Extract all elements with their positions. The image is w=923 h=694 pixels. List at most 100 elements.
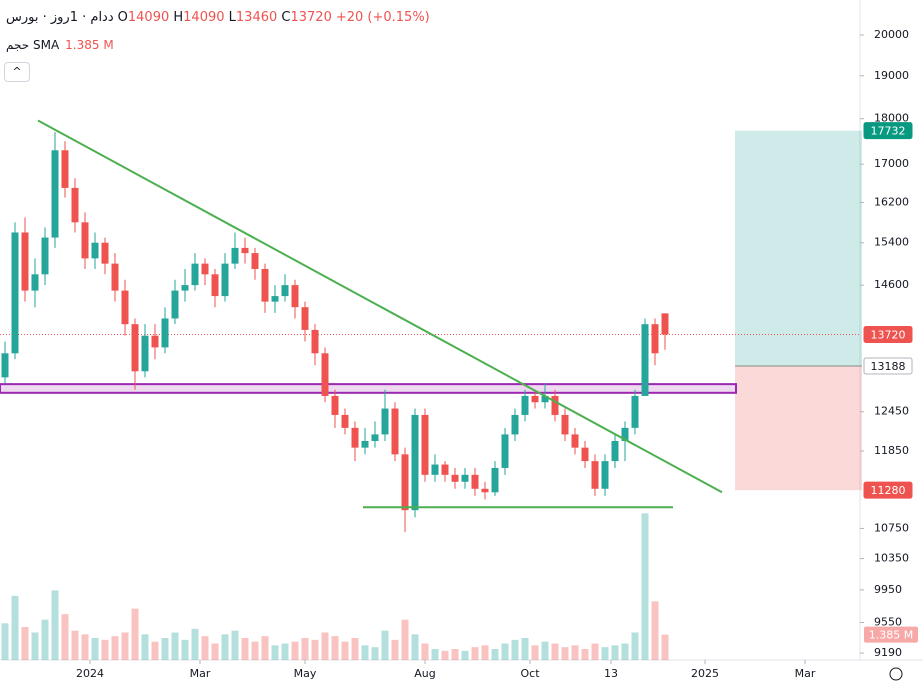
- y-tick-label: 18000: [874, 112, 909, 125]
- candle-body: [431, 464, 439, 475]
- y-tick-label: 10750: [874, 521, 909, 534]
- volume-bar: [601, 647, 609, 660]
- ohlc: O14090 H14090 L13460 C13720: [118, 10, 332, 25]
- candle-body: [461, 474, 469, 482]
- volume-bar: [631, 632, 639, 660]
- candle-body: [511, 414, 519, 435]
- candle-body: [231, 247, 239, 264]
- candle-body: [221, 263, 229, 297]
- candle-body: [621, 427, 629, 442]
- y-tick-label: 12450: [874, 405, 909, 418]
- ohlc-value: 13720: [290, 10, 332, 25]
- candle-body: [191, 263, 199, 286]
- volume-bar: [11, 595, 19, 660]
- candle-body: [71, 187, 79, 223]
- y-tick-label: 9950: [874, 583, 902, 596]
- volume-bar: [411, 634, 419, 660]
- volume-bar: [281, 643, 289, 660]
- candle-body: [651, 324, 659, 354]
- y-tick-label: 9550: [874, 616, 902, 629]
- candle-body: [611, 441, 619, 462]
- candle-body: [251, 253, 259, 269]
- candle-body: [81, 222, 89, 259]
- settings-icon[interactable]: [889, 667, 903, 681]
- x-tick-label: 13: [604, 667, 618, 680]
- volume-bar: [641, 513, 649, 660]
- volume-bar: [651, 601, 659, 660]
- candle-body: [61, 150, 69, 188]
- candle-body: [31, 274, 39, 291]
- candle-body: [501, 434, 509, 468]
- volume-bar: [311, 639, 319, 660]
- volume-bar: [321, 632, 329, 660]
- ohlc-value: 14090: [127, 10, 170, 25]
- background-layer: [735, 130, 862, 491]
- ohlc-label: C: [281, 10, 291, 25]
- candle-body: [411, 414, 419, 511]
- candle-body: [331, 395, 339, 415]
- stop-label-bg: [863, 481, 913, 499]
- volume-label: حجم SMA: [6, 38, 60, 52]
- ohlc-label: L: [228, 10, 236, 25]
- y-tick-label: 11850: [874, 444, 909, 457]
- candle-body: [631, 395, 639, 428]
- volume-value: 1.385 M: [65, 38, 114, 52]
- volume-bar: [661, 634, 669, 660]
- candle-body: [491, 467, 499, 493]
- entry-label-bg: [863, 357, 913, 375]
- ohlc-label: H: [173, 10, 184, 25]
- candle-body: [451, 474, 459, 482]
- target-zone: [735, 130, 862, 366]
- volume-bar: [391, 639, 399, 660]
- volume-bar: [451, 649, 459, 660]
- trendline: [37, 119, 723, 494]
- volume-bar: [401, 619, 409, 660]
- legend-header: ددام · 1روز · بورس O14090 H14090 L13460 …: [6, 10, 430, 25]
- volume-axis-label: 1.385 M: [869, 629, 913, 642]
- y-tick-label: 20000: [874, 28, 909, 41]
- volume-bar: [91, 638, 99, 660]
- volume-bar: [191, 628, 199, 660]
- volume-bar: [301, 638, 309, 660]
- support-zone: [0, 383, 737, 394]
- volume-bar: [161, 638, 169, 660]
- candle-body: [541, 395, 549, 403]
- collapse-button[interactable]: ^: [4, 62, 30, 82]
- volume-bar: [131, 608, 139, 660]
- candle-body: [341, 414, 349, 428]
- candle-body: [351, 427, 359, 448]
- candle-body: [571, 434, 579, 448]
- entry-label: 13188: [871, 360, 906, 373]
- x-tick-label: 2025: [691, 667, 719, 680]
- volume-bar: [251, 641, 259, 660]
- volume-bar: [201, 636, 209, 660]
- volume-bar: [501, 643, 509, 660]
- volume-bar: [571, 645, 579, 660]
- volume-bar: [181, 639, 189, 660]
- y-tick-label: 10350: [874, 552, 909, 565]
- candle-body: [201, 263, 209, 275]
- candle-body: [301, 307, 309, 330]
- candle-body: [381, 408, 389, 435]
- volume-bar: [551, 643, 559, 660]
- candle-body: [561, 414, 569, 435]
- candle-body: [121, 290, 129, 325]
- candle-body: [441, 464, 449, 475]
- volume-bar: [471, 647, 479, 660]
- change: +20 (+0.15%): [335, 10, 430, 25]
- volume-bar: [331, 636, 339, 660]
- volume-bar: [541, 641, 549, 660]
- volume-bar: [71, 630, 79, 660]
- volume-bar: [521, 638, 529, 660]
- volume-bar: [41, 619, 49, 660]
- candle-body: [371, 434, 379, 442]
- y-tick-label: 16200: [874, 195, 909, 208]
- volume-bar: [211, 643, 219, 660]
- candle-body: [551, 395, 559, 415]
- candle-body: [241, 247, 249, 254]
- ohlc-value: 14090: [183, 10, 225, 25]
- candle-body: [471, 474, 479, 489]
- symbol: ددام · 1روز · بورس: [6, 10, 114, 25]
- volume-bar: [481, 645, 489, 660]
- target-label-bg: [863, 122, 913, 140]
